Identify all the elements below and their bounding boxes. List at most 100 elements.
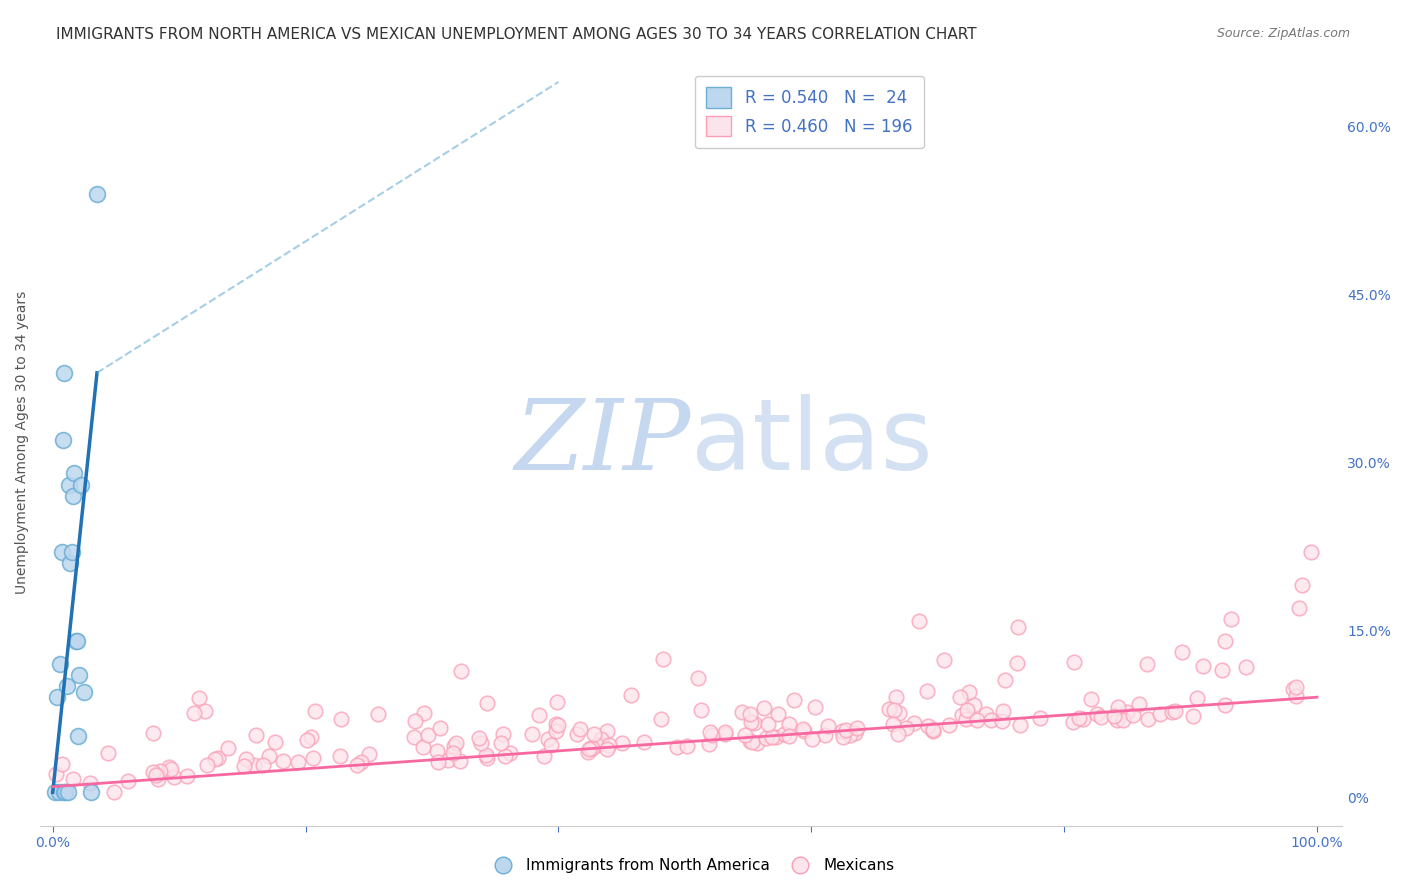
Point	[163, 770, 186, 784]
Point	[416, 728, 439, 742]
Point	[1007, 620, 1029, 634]
Point	[699, 737, 721, 751]
Point	[994, 673, 1017, 687]
Point	[97, 746, 120, 760]
Point	[765, 730, 787, 744]
Point	[932, 653, 955, 667]
Point	[801, 732, 824, 747]
Point	[589, 731, 612, 746]
Point	[204, 752, 226, 766]
Point	[966, 713, 988, 727]
Point	[444, 736, 467, 750]
Point	[207, 751, 229, 765]
Point	[756, 716, 779, 731]
Point	[245, 728, 267, 742]
Point	[62, 489, 84, 503]
Point	[755, 731, 778, 745]
Point	[45, 690, 67, 705]
Point	[86, 186, 108, 201]
Point	[183, 706, 205, 721]
Point	[413, 706, 436, 721]
Point	[1164, 705, 1187, 719]
Point	[1181, 709, 1204, 723]
Point	[63, 467, 86, 481]
Point	[350, 755, 373, 769]
Point	[882, 716, 904, 731]
Point	[835, 723, 858, 738]
Point	[142, 726, 165, 740]
Point	[45, 767, 67, 781]
Point	[328, 749, 350, 764]
Point	[568, 722, 591, 736]
Point	[686, 671, 709, 685]
Point	[1234, 660, 1257, 674]
Point	[443, 739, 465, 754]
Point	[1115, 706, 1137, 720]
Point	[731, 705, 754, 719]
Point	[778, 717, 800, 731]
Point	[60, 545, 83, 559]
Point	[547, 718, 569, 732]
Point	[58, 477, 80, 491]
Point	[1087, 706, 1109, 721]
Point	[991, 714, 1014, 729]
Point	[738, 706, 761, 721]
Point	[567, 727, 589, 741]
Point	[768, 707, 790, 722]
Point	[817, 719, 839, 733]
Point	[980, 713, 1002, 727]
Point	[44, 785, 66, 799]
Point	[489, 736, 512, 750]
Point	[700, 728, 723, 742]
Point	[62, 772, 84, 786]
Point	[69, 477, 91, 491]
Point	[612, 736, 634, 750]
Point	[1067, 711, 1090, 725]
Point	[441, 746, 464, 760]
Point	[1128, 697, 1150, 711]
Point	[499, 746, 522, 760]
Point	[187, 691, 209, 706]
Point	[883, 703, 905, 717]
Point	[1062, 715, 1084, 730]
Point	[475, 750, 498, 764]
Point	[804, 700, 827, 714]
Point	[814, 728, 837, 742]
Point	[955, 712, 977, 726]
Point	[475, 696, 498, 710]
Point	[844, 726, 866, 740]
Point	[877, 702, 900, 716]
Text: atlas: atlas	[692, 394, 932, 491]
Point	[1090, 709, 1112, 723]
Point	[1063, 655, 1085, 669]
Point	[1122, 707, 1144, 722]
Point	[581, 740, 603, 755]
Point	[831, 723, 853, 738]
Point	[894, 721, 917, 735]
Point	[330, 712, 353, 726]
Point	[1005, 656, 1028, 670]
Point	[1219, 612, 1241, 626]
Point	[956, 703, 979, 717]
Point	[1161, 705, 1184, 719]
Point	[761, 730, 783, 744]
Point	[252, 758, 274, 772]
Point	[273, 754, 295, 768]
Legend: R = 0.540   N =  24, R = 0.460   N = 196: R = 0.540 N = 24, R = 0.460 N = 196	[695, 76, 924, 148]
Point	[346, 757, 368, 772]
Point	[475, 748, 498, 763]
Point	[1029, 710, 1052, 724]
Point	[263, 734, 285, 748]
Point	[67, 729, 90, 743]
Point	[907, 615, 929, 629]
Point	[596, 742, 619, 756]
Point	[578, 742, 600, 756]
Point	[533, 748, 555, 763]
Point	[690, 704, 713, 718]
Text: ZIP: ZIP	[515, 395, 692, 491]
Point	[714, 724, 737, 739]
Point	[55, 785, 77, 799]
Point	[740, 714, 762, 729]
Point	[59, 556, 82, 570]
Point	[426, 744, 449, 758]
